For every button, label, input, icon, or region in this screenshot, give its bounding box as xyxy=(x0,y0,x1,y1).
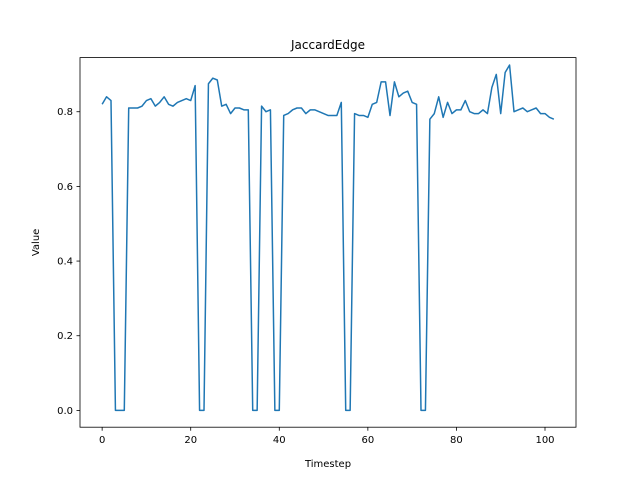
x-axis-label: Timestep xyxy=(304,459,351,470)
x-tick-label: 100 xyxy=(535,435,554,446)
x-tick-label: 40 xyxy=(273,435,286,446)
y-tick-label: 0.8 xyxy=(57,107,73,118)
series-line-0 xyxy=(101,64,555,412)
y-tick-label: 0.0 xyxy=(57,406,73,417)
x-tick-label: 80 xyxy=(450,435,463,446)
y-tick-label: 0.2 xyxy=(57,331,73,342)
y-axis-label: Value xyxy=(31,229,42,256)
y-tick-label: 0.4 xyxy=(57,257,73,268)
plot-area xyxy=(101,64,555,412)
x-tick-label: 20 xyxy=(184,435,197,446)
axes-frame xyxy=(79,57,577,428)
x-tick-label: 0 xyxy=(99,435,105,446)
y-tick-label: 0.6 xyxy=(57,182,73,193)
chart-title: JaccardEdge xyxy=(290,38,365,52)
x-tick-label: 60 xyxy=(361,435,374,446)
axis-ticks: 0 20 40 60 80 100 0.0 0.2 0.4 0.6 0.8 xyxy=(57,107,554,446)
